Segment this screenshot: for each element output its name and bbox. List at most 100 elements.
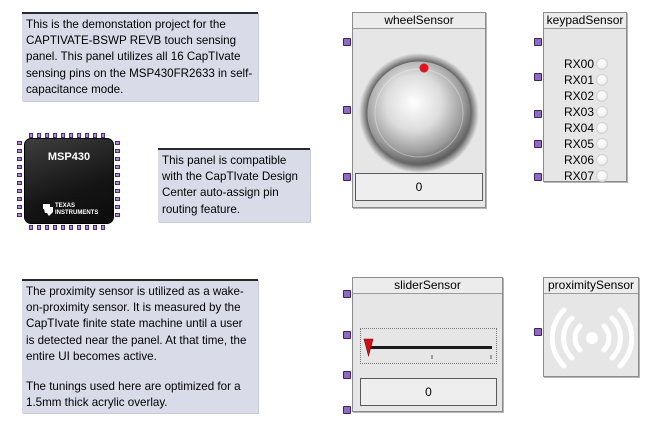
chip-pin — [115, 149, 120, 153]
msp430-chip[interactable]: MSP430 TEXAS INSTRUMENTS — [24, 138, 114, 224]
wheel-pin-2[interactable] — [343, 106, 351, 114]
chip-pin — [77, 133, 81, 138]
slider-pin-1[interactable] — [343, 290, 351, 298]
chip-vendor: TEXAS INSTRUMENTS — [55, 203, 98, 217]
keypad-pin[interactable] — [534, 140, 542, 148]
chip-pin — [115, 141, 120, 145]
keypad-key-label: RX07 — [564, 169, 595, 183]
chip-pin — [115, 189, 120, 193]
chip-pin — [29, 133, 33, 138]
keypad-key-button[interactable] — [596, 58, 608, 70]
keypad-key-label: RX06 — [564, 153, 595, 167]
wheel-value-box: 0 — [355, 173, 483, 201]
keypad-key-button[interactable] — [596, 74, 608, 86]
chip-pin — [101, 133, 105, 138]
keypad-key-button[interactable] — [596, 106, 608, 118]
chip-pin — [45, 225, 49, 230]
intro-note: This is the demonstation project for the… — [22, 12, 258, 101]
keypad-key-button[interactable] — [596, 170, 608, 182]
keypad-key-label: RX01 — [564, 73, 595, 87]
chip-vendor-line1: TEXAS — [55, 203, 76, 209]
chip-pin — [93, 225, 97, 230]
proximity-note-text-1: The proximity sensor is utilized as a wa… — [26, 285, 247, 363]
keypad-pin[interactable] — [534, 110, 542, 118]
slider-value: 0 — [425, 385, 432, 399]
keypad-key-label: RX03 — [564, 105, 595, 119]
slider-thumb[interactable] — [363, 338, 374, 358]
keypad-key-label: RX05 — [564, 137, 595, 151]
chip-pin — [53, 133, 57, 138]
chip-pin — [115, 165, 120, 169]
chip-pin — [17, 189, 22, 193]
intro-note-text: This is the demonstation project for the… — [26, 18, 253, 96]
chip-pin — [93, 133, 97, 138]
chip-pin — [115, 181, 120, 185]
keypad-sensor-title: keypadSensor — [544, 13, 626, 29]
chip-pin — [17, 141, 22, 145]
slider-value-box: 0 — [360, 378, 497, 406]
chip-pin — [17, 181, 22, 185]
proximity-sensor-panel[interactable]: proximitySensor — [543, 277, 639, 377]
chip-pin — [115, 205, 120, 209]
chip-pin — [29, 225, 33, 230]
chip-pin — [45, 133, 49, 138]
chip-vendor-line2: INSTRUMENTS — [55, 210, 99, 216]
wheel-pin-1[interactable] — [343, 38, 351, 46]
chip-pin — [115, 213, 120, 217]
slider-track[interactable] — [361, 329, 496, 363]
proximity-waves-icon — [550, 307, 634, 369]
chip-pin — [17, 197, 22, 201]
wheel-sensor-title: wheelSensor — [353, 13, 485, 29]
slider-sensor-panel[interactable]: sliderSensor 0 — [352, 277, 503, 412]
wheel-value: 0 — [415, 180, 423, 194]
slider-pin-2[interactable] — [343, 331, 351, 339]
chip-pin — [85, 225, 89, 230]
keypad-pin[interactable] — [534, 38, 542, 46]
proximity-pin[interactable] — [534, 328, 542, 336]
chip-pin — [85, 133, 89, 138]
chip-pin — [17, 157, 22, 161]
wheel-knob-face — [366, 60, 472, 166]
compat-note: This panel is compatible with the CapTIv… — [158, 148, 310, 222]
chip-pin — [17, 165, 22, 169]
wheel-knob[interactable] — [357, 51, 481, 175]
keypad-key-button[interactable] — [596, 138, 608, 150]
chip-pin — [61, 225, 65, 230]
slider-sensor-title: sliderSensor — [353, 278, 502, 294]
chip-pin — [101, 225, 105, 230]
chip-title: MSP430 — [47, 151, 91, 163]
chip-pin — [115, 197, 120, 201]
proximity-note-text-2: The tunings used here are optimized for … — [26, 380, 241, 410]
slider-rail — [368, 346, 492, 349]
keypad-key-label: RX00 — [564, 57, 595, 71]
wheel-sensor-panel[interactable]: wheelSensor 0 — [352, 12, 486, 208]
chip-pin — [17, 173, 22, 177]
chip-pin — [61, 133, 65, 138]
chip-pin — [17, 149, 22, 153]
proximity-sensor-title: proximitySensor — [544, 278, 638, 294]
chip-pin — [17, 213, 22, 217]
chip-pin — [53, 225, 57, 230]
chip-pin — [37, 225, 41, 230]
wheel-pin-3[interactable] — [343, 173, 351, 181]
keypad-sensor-panel[interactable]: keypadSensor RX00 RX01 RX02 RX03 RX04 RX05 RX0… — [543, 12, 627, 183]
chip-pin — [115, 173, 120, 177]
chip-pin — [69, 225, 73, 230]
slider-track-area[interactable] — [360, 328, 497, 364]
chip-pin — [115, 157, 120, 161]
keypad-key-button[interactable] — [596, 122, 608, 134]
compat-note-text: This panel is compatible with the CapTIv… — [162, 154, 298, 216]
keypad-key-button[interactable] — [596, 90, 608, 102]
chip-pin — [37, 133, 41, 138]
keypad-pin[interactable] — [534, 173, 542, 181]
slider-pin-4[interactable] — [343, 406, 351, 414]
keypad-pin[interactable] — [534, 73, 542, 81]
chip-pin — [17, 205, 22, 209]
chip-pin — [69, 133, 73, 138]
keypad-key-button[interactable] — [596, 154, 608, 166]
wheel-position-indicator — [419, 63, 429, 73]
proximity-note: The proximity sensor is utilized as a wa… — [22, 279, 258, 413]
chip-pin — [77, 225, 81, 230]
slider-pin-3[interactable] — [343, 371, 351, 379]
keypad-key-label: RX02 — [564, 89, 595, 103]
